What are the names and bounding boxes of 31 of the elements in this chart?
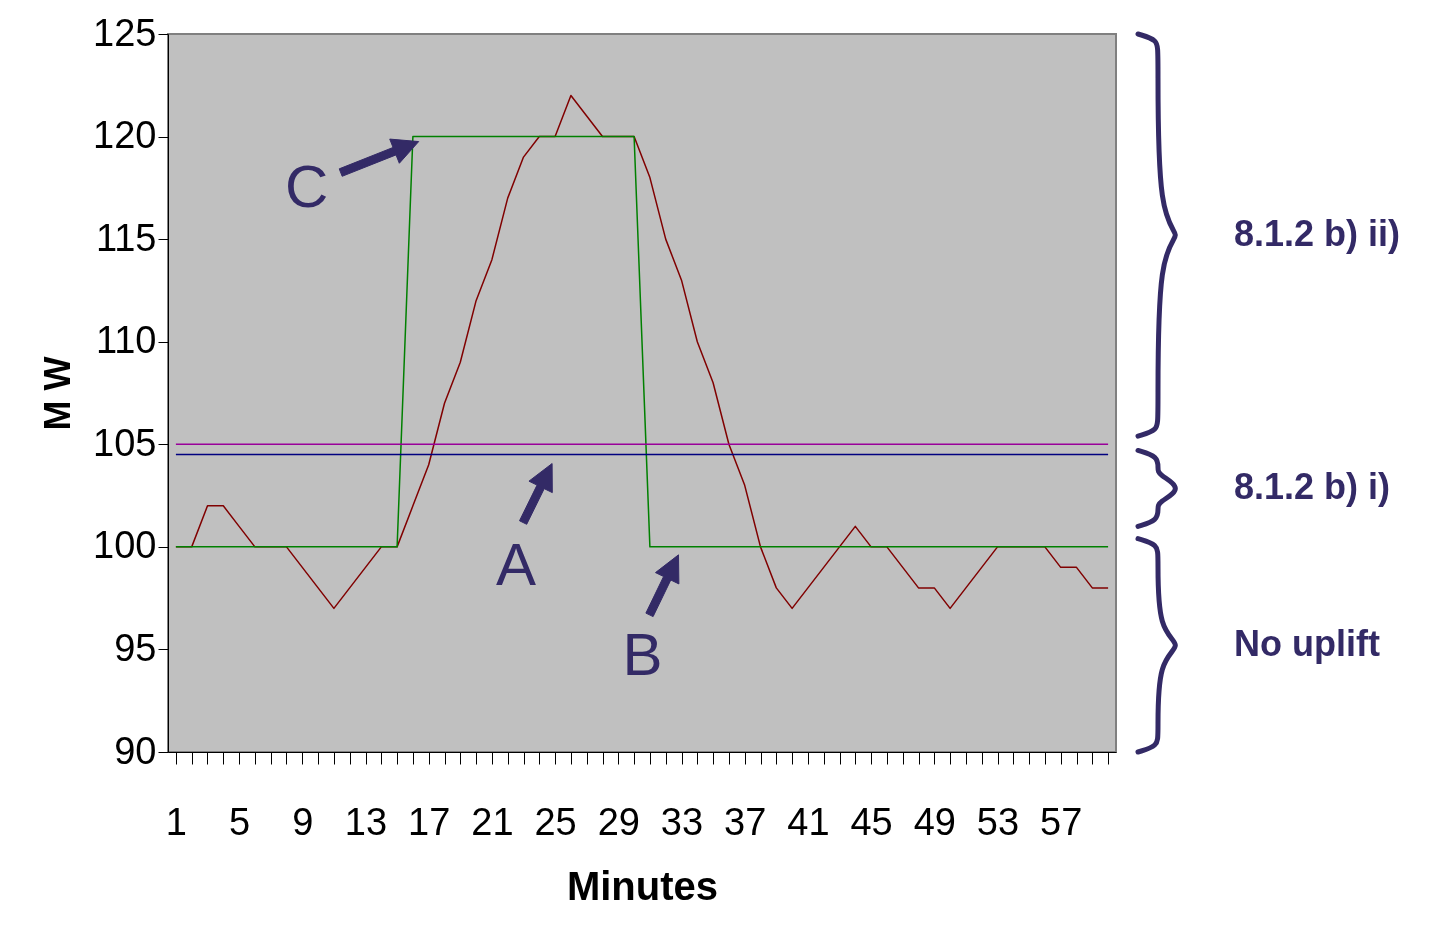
text: 8.1.2 b) ii): [1234, 213, 1401, 255]
x-axis-title: Minutes: [566, 863, 719, 908]
x-tick-label: 37: [724, 800, 767, 843]
x-tick-label: 29: [597, 800, 640, 843]
x-tick-label: 45: [850, 800, 893, 843]
text: 8.1.2 b) i): [1234, 466, 1391, 508]
x-tick-label: 25: [534, 800, 577, 843]
y-tick-label: 95: [114, 626, 157, 669]
x-tick-label: 41: [787, 800, 830, 843]
x-tick-label: 17: [408, 800, 451, 843]
x-tick-label: 5: [229, 800, 251, 843]
x-tick-label: 53: [976, 800, 1020, 843]
x-tick-label: 9: [292, 800, 314, 843]
y-tick-label: 120: [93, 114, 157, 157]
y-tick-label: 90: [114, 729, 157, 772]
x-tick-label: 1: [165, 800, 187, 843]
y-axis-title: M W: [37, 356, 79, 431]
text: No uplift: [1234, 623, 1380, 665]
x-tick-label: 57: [1040, 800, 1083, 843]
annotation: B: [622, 620, 663, 688]
y-tick-label: 100: [93, 524, 157, 567]
x-tick-label: 33: [660, 800, 704, 843]
x-tick-label: 49: [913, 800, 956, 843]
y-tick-label: 125: [93, 11, 157, 54]
annotation: C: [285, 152, 329, 220]
y-tick-label: 110: [95, 319, 157, 362]
x-tick-label: 13: [344, 800, 388, 843]
y-tick-label: 105: [93, 421, 157, 464]
y-tick-label: 115: [95, 216, 157, 259]
annotation: A: [496, 530, 537, 598]
x-tick-label: 21: [471, 800, 514, 843]
